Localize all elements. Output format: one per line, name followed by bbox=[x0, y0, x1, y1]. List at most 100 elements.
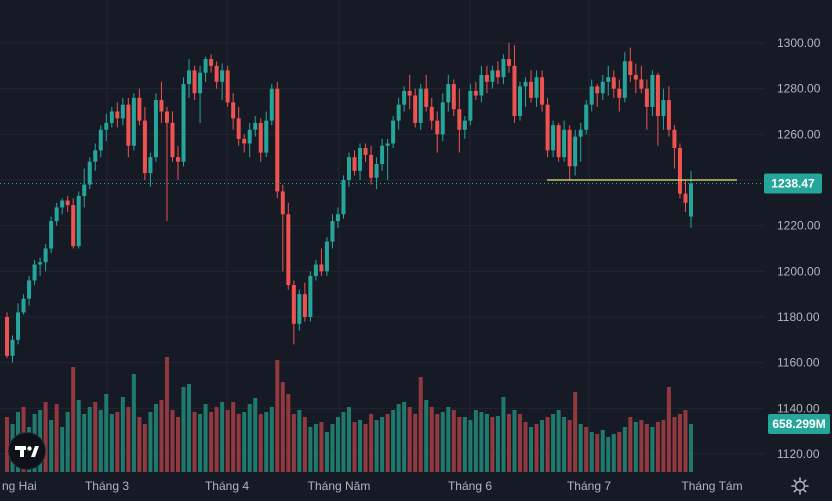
candle-body[interactable] bbox=[98, 129, 103, 151]
candle-body[interactable] bbox=[655, 74, 660, 117]
candle-body[interactable] bbox=[297, 294, 302, 324]
candle-body[interactable] bbox=[490, 70, 495, 82]
time-axis[interactable]: ng Hai Tháng 3 Tháng 4 Tháng Năm Tháng 6 Thán… bbox=[2, 479, 743, 493]
candle-body[interactable] bbox=[137, 97, 142, 121]
candle-body[interactable] bbox=[562, 129, 567, 158]
candle-body[interactable] bbox=[512, 65, 517, 117]
settings-gear-icon[interactable] bbox=[790, 476, 810, 496]
candle-body[interactable] bbox=[484, 74, 489, 82]
candle-body[interactable] bbox=[534, 77, 539, 98]
candle-body[interactable] bbox=[473, 90, 478, 96]
candle-body[interactable] bbox=[677, 148, 682, 194]
candle-body[interactable] bbox=[606, 77, 611, 82]
candle-body[interactable] bbox=[27, 280, 32, 299]
candle-body[interactable] bbox=[352, 157, 357, 171]
candle-body[interactable] bbox=[374, 164, 379, 178]
candle-body[interactable] bbox=[628, 61, 633, 75]
candle-body[interactable] bbox=[672, 129, 677, 149]
candle-body[interactable] bbox=[126, 104, 131, 146]
candle-body[interactable] bbox=[661, 100, 666, 117]
candle-body[interactable] bbox=[142, 120, 147, 174]
candle-body[interactable] bbox=[330, 221, 335, 242]
candle-body[interactable] bbox=[76, 195, 81, 247]
candle-body[interactable] bbox=[32, 264, 37, 281]
candle-body[interactable] bbox=[308, 275, 313, 317]
candle-body[interactable] bbox=[225, 70, 230, 103]
candle-body[interactable] bbox=[589, 86, 594, 105]
candle-body[interactable] bbox=[600, 81, 605, 94]
candle-body[interactable] bbox=[280, 191, 285, 215]
candle-body[interactable] bbox=[402, 90, 407, 105]
candle-body[interactable] bbox=[683, 193, 688, 203]
candle-body[interactable] bbox=[518, 86, 522, 117]
candle-body[interactable] bbox=[60, 200, 65, 208]
candle-body[interactable] bbox=[529, 81, 534, 98]
candle-body[interactable] bbox=[380, 145, 385, 165]
candle-body[interactable] bbox=[198, 72, 203, 94]
candle-body[interactable] bbox=[54, 207, 59, 222]
candle-body[interactable] bbox=[446, 84, 451, 103]
candle-body[interactable] bbox=[120, 104, 125, 119]
candle-body[interactable] bbox=[220, 70, 225, 82]
candle-body[interactable] bbox=[396, 104, 401, 121]
candle-body[interactable] bbox=[435, 120, 440, 135]
candle-body[interactable] bbox=[584, 104, 589, 130]
candle-body[interactable] bbox=[231, 102, 236, 119]
candle-body[interactable] bbox=[93, 150, 98, 162]
candle-body[interactable] bbox=[595, 86, 600, 94]
candle-body[interactable] bbox=[131, 97, 136, 146]
candle-body[interactable] bbox=[622, 61, 627, 98]
candle-body[interactable] bbox=[506, 58, 511, 66]
candle-body[interactable] bbox=[358, 148, 363, 171]
candle-body[interactable] bbox=[21, 298, 26, 313]
candle-body[interactable] bbox=[71, 205, 76, 247]
candle-body[interactable] bbox=[335, 214, 340, 222]
candle-body[interactable] bbox=[159, 100, 164, 112]
candle-body[interactable] bbox=[65, 200, 70, 206]
candle-body[interactable] bbox=[148, 157, 153, 174]
candle-body[interactable] bbox=[666, 100, 671, 130]
candle-body[interactable] bbox=[369, 154, 374, 178]
candle-body[interactable] bbox=[429, 106, 434, 121]
candle-body[interactable] bbox=[203, 58, 208, 73]
tradingview-logo[interactable] bbox=[8, 432, 46, 470]
candle-body[interactable] bbox=[479, 74, 484, 96]
candle-body[interactable] bbox=[633, 74, 638, 80]
candle-body[interactable] bbox=[567, 129, 572, 167]
candle-body[interactable] bbox=[324, 241, 329, 272]
candle-body[interactable] bbox=[82, 184, 87, 196]
candle-body[interactable] bbox=[391, 120, 396, 144]
candle-body[interactable] bbox=[407, 90, 412, 96]
candle-body[interactable] bbox=[501, 58, 506, 78]
candle-body[interactable] bbox=[176, 157, 180, 162]
candle-body[interactable] bbox=[302, 294, 307, 317]
candle-body[interactable] bbox=[540, 77, 545, 105]
candle-body[interactable] bbox=[49, 221, 54, 249]
candle-body[interactable] bbox=[523, 81, 528, 87]
candle-body[interactable] bbox=[363, 148, 368, 155]
candle-body[interactable] bbox=[104, 122, 109, 130]
candle-body[interactable] bbox=[164, 111, 169, 123]
candle-body[interactable] bbox=[286, 214, 291, 286]
candle-body[interactable] bbox=[209, 58, 214, 66]
candle-body[interactable] bbox=[462, 120, 467, 130]
candle-body[interactable] bbox=[573, 136, 578, 167]
candles[interactable] bbox=[5, 43, 693, 363]
candle-body[interactable] bbox=[258, 122, 263, 153]
candle-body[interactable] bbox=[153, 100, 158, 158]
candle-body[interactable] bbox=[247, 129, 252, 144]
candle-body[interactable] bbox=[236, 118, 241, 139]
candle-body[interactable] bbox=[468, 90, 473, 121]
candle-body[interactable] bbox=[689, 183, 693, 217]
candle-body[interactable] bbox=[440, 102, 445, 135]
candle-body[interactable] bbox=[275, 88, 280, 192]
candle-body[interactable] bbox=[341, 180, 346, 215]
candle-body[interactable] bbox=[170, 122, 175, 158]
candle-body[interactable] bbox=[5, 317, 9, 356]
candle-body[interactable] bbox=[451, 84, 456, 110]
candle-body[interactable] bbox=[457, 109, 462, 130]
candle-body[interactable] bbox=[181, 84, 186, 162]
candle-body[interactable] bbox=[319, 264, 324, 272]
candle-body[interactable] bbox=[192, 70, 197, 94]
candle-body[interactable] bbox=[418, 88, 423, 123]
